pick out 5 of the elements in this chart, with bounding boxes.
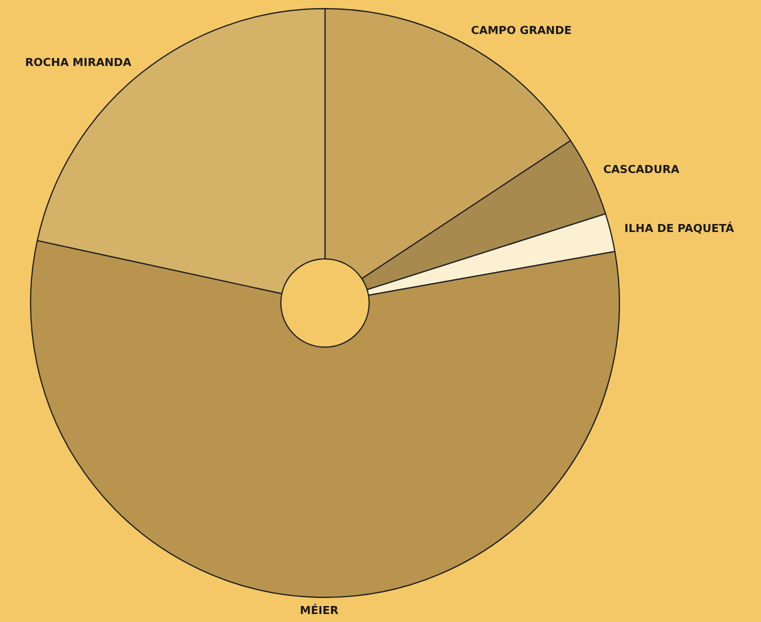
- slice-label: MÉIER: [300, 603, 339, 618]
- slice-label: CAMPO GRANDE: [471, 24, 572, 38]
- slice-label: CASCADURA: [603, 162, 680, 176]
- slice-label: ROCHA MIRANDA: [25, 56, 132, 69]
- slice-label: ILHA DE PAQUETÁ: [624, 220, 735, 235]
